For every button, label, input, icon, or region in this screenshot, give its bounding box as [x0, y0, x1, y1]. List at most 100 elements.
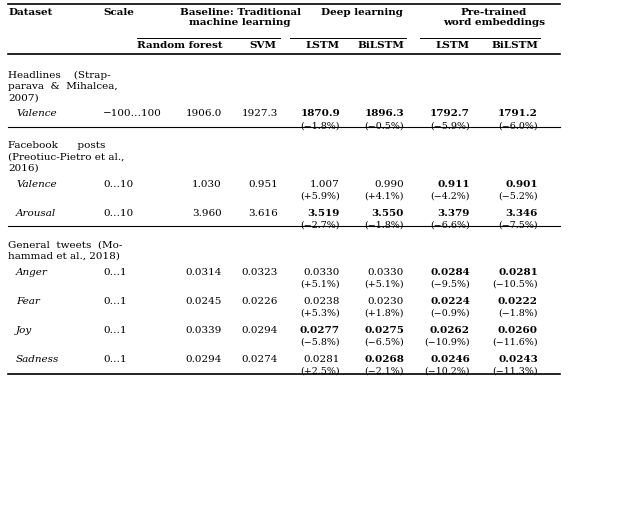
Text: hammad et al., 2018): hammad et al., 2018) [8, 251, 120, 261]
Text: Dataset: Dataset [8, 8, 52, 17]
Text: 0.0284: 0.0284 [430, 267, 470, 276]
Text: 1870.9: 1870.9 [300, 109, 340, 118]
Text: (−1.8%): (−1.8%) [499, 308, 538, 318]
Text: 0.0323: 0.0323 [242, 267, 278, 276]
Text: (−0.5%): (−0.5%) [364, 121, 404, 130]
Text: 0…10: 0…10 [103, 180, 133, 189]
Text: 0.0330: 0.0330 [367, 267, 404, 276]
Text: 0.0230: 0.0230 [367, 296, 404, 305]
Text: (−5.8%): (−5.8%) [300, 337, 340, 346]
Text: (+5.1%): (+5.1%) [300, 279, 340, 289]
Text: LSTM: LSTM [436, 41, 470, 50]
Text: Anger: Anger [16, 267, 48, 276]
Text: (−2.7%): (−2.7%) [301, 220, 340, 230]
Text: (−0.9%): (−0.9%) [430, 308, 470, 318]
Text: (Preotiuc-Pietro et al.,: (Preotiuc-Pietro et al., [8, 152, 124, 161]
Text: Valence: Valence [16, 109, 56, 118]
Text: (+5.3%): (+5.3%) [300, 308, 340, 318]
Text: 0.0226: 0.0226 [242, 296, 278, 305]
Text: 0.0243: 0.0243 [499, 354, 538, 363]
Text: Sadness: Sadness [16, 354, 60, 363]
Text: (−10.2%): (−10.2%) [424, 366, 470, 375]
Text: (−10.9%): (−10.9%) [424, 337, 470, 346]
Text: 0.0294: 0.0294 [186, 354, 222, 363]
Text: Facebook      posts: Facebook posts [8, 140, 106, 150]
Text: (−7.5%): (−7.5%) [499, 220, 538, 230]
Text: 3.616: 3.616 [248, 209, 278, 217]
Text: General  tweets  (Mo-: General tweets (Mo- [8, 240, 122, 249]
Text: BiLSTM: BiLSTM [357, 41, 404, 50]
Text: 0.0224: 0.0224 [430, 296, 470, 305]
Text: 0.990: 0.990 [374, 180, 404, 189]
Text: 2007): 2007) [8, 93, 38, 102]
Text: 0.0281: 0.0281 [498, 267, 538, 276]
Text: (−11.3%): (−11.3%) [492, 366, 538, 375]
Text: 0…10: 0…10 [103, 209, 133, 217]
Text: 1792.7: 1792.7 [430, 109, 470, 118]
Text: 0.0260: 0.0260 [498, 325, 538, 334]
Text: 0.0277: 0.0277 [300, 325, 340, 334]
Text: 3.519: 3.519 [308, 209, 340, 217]
Text: 0…1: 0…1 [103, 354, 127, 363]
Text: 0.0275: 0.0275 [364, 325, 404, 334]
Text: 1791.2: 1791.2 [498, 109, 538, 118]
Text: (−6.5%): (−6.5%) [364, 337, 404, 346]
Text: 3.379: 3.379 [438, 209, 470, 217]
Text: (−6.6%): (−6.6%) [430, 220, 470, 230]
Text: 0.0274: 0.0274 [242, 354, 278, 363]
Text: 0.0262: 0.0262 [430, 325, 470, 334]
Text: 0…1: 0…1 [103, 325, 127, 334]
Text: −100…100: −100…100 [103, 109, 162, 118]
Text: 0.0238: 0.0238 [303, 296, 340, 305]
Text: 1927.3: 1927.3 [242, 109, 278, 118]
Text: 0.0245: 0.0245 [186, 296, 222, 305]
Text: 3.346: 3.346 [506, 209, 538, 217]
Text: (+1.8%): (+1.8%) [365, 308, 404, 318]
Text: (+4.1%): (+4.1%) [365, 191, 404, 201]
Text: (−9.5%): (−9.5%) [430, 279, 470, 289]
Text: Arousal: Arousal [16, 209, 56, 217]
Text: Pre-trained
word embeddings: Pre-trained word embeddings [443, 8, 545, 27]
Text: Random forest: Random forest [137, 41, 223, 50]
Text: Fear: Fear [16, 296, 40, 305]
Text: (−1.8%): (−1.8%) [301, 121, 340, 130]
Text: 1.007: 1.007 [310, 180, 340, 189]
Text: 1906.0: 1906.0 [186, 109, 222, 118]
Text: 3.550: 3.550 [372, 209, 404, 217]
Text: Scale: Scale [103, 8, 134, 17]
Text: 0.0281: 0.0281 [303, 354, 340, 363]
Text: 0.911: 0.911 [437, 180, 470, 189]
Text: (+5.9%): (+5.9%) [300, 191, 340, 201]
Text: 0.951: 0.951 [248, 180, 278, 189]
Text: 0.0314: 0.0314 [186, 267, 222, 276]
Text: (−4.2%): (−4.2%) [431, 191, 470, 201]
Text: LSTM: LSTM [306, 41, 340, 50]
Text: 0…1: 0…1 [103, 267, 127, 276]
Text: Headlines    (Strap-: Headlines (Strap- [8, 70, 111, 79]
Text: 0.0294: 0.0294 [242, 325, 278, 334]
Text: 0.901: 0.901 [506, 180, 538, 189]
Text: Baseline: Traditional
machine learning: Baseline: Traditional machine learning [179, 8, 301, 27]
Text: 1896.3: 1896.3 [364, 109, 404, 118]
Text: (−5.2%): (−5.2%) [499, 191, 538, 201]
Text: 0.0339: 0.0339 [186, 325, 222, 334]
Text: (−10.5%): (−10.5%) [492, 279, 538, 289]
Text: (−6.0%): (−6.0%) [499, 121, 538, 130]
Text: 0.0222: 0.0222 [498, 296, 538, 305]
Text: (+2.5%): (+2.5%) [300, 366, 340, 375]
Text: (−2.1%): (−2.1%) [365, 366, 404, 375]
Text: Joy: Joy [16, 325, 32, 334]
Text: 3.960: 3.960 [192, 209, 222, 217]
Text: 2016): 2016) [8, 164, 38, 173]
Text: 0…1: 0…1 [103, 296, 127, 305]
Text: (+5.1%): (+5.1%) [364, 279, 404, 289]
Text: 0.0330: 0.0330 [303, 267, 340, 276]
Text: Valence: Valence [16, 180, 56, 189]
Text: 0.0268: 0.0268 [364, 354, 404, 363]
Text: SVM: SVM [249, 41, 276, 50]
Text: (−1.8%): (−1.8%) [365, 220, 404, 230]
Text: (−5.9%): (−5.9%) [430, 121, 470, 130]
Text: (−11.6%): (−11.6%) [492, 337, 538, 346]
Text: Deep learning: Deep learning [321, 8, 403, 17]
Text: parava  &  Mihalcea,: parava & Mihalcea, [8, 82, 118, 91]
